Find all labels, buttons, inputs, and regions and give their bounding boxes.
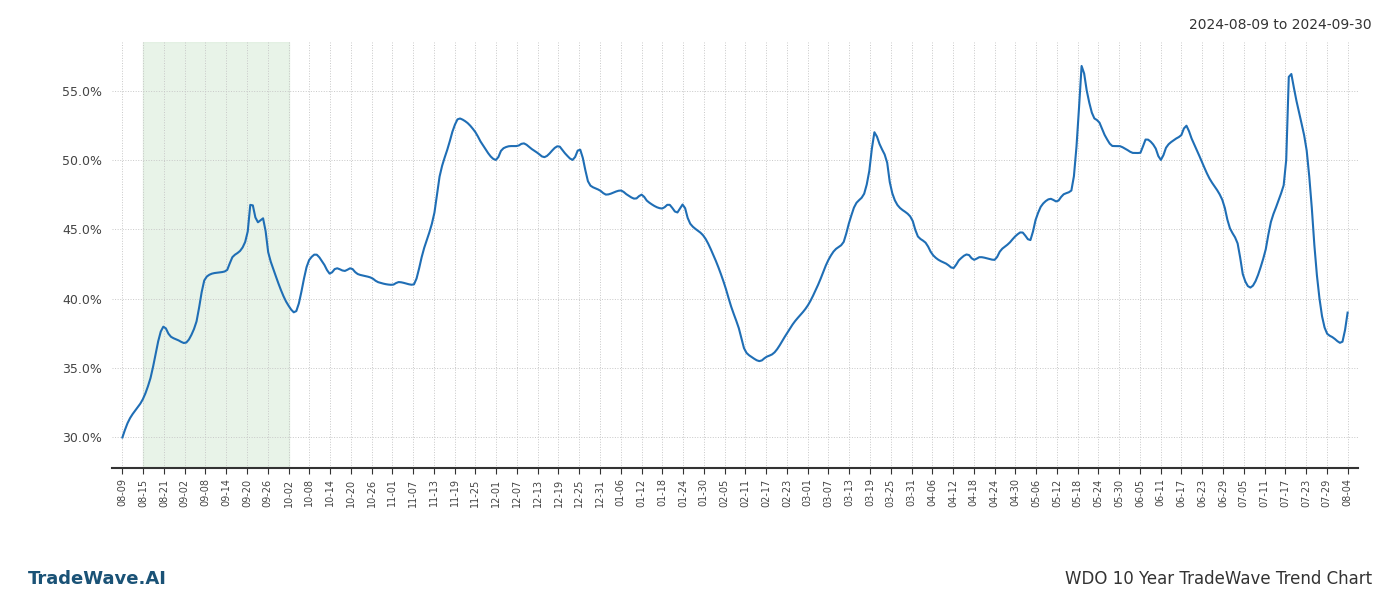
Text: TradeWave.AI: TradeWave.AI [28,570,167,588]
Bar [143,42,288,468]
Text: WDO 10 Year TradeWave Trend Chart: WDO 10 Year TradeWave Trend Chart [1065,570,1372,588]
Text: 2024-08-09 to 2024-09-30: 2024-08-09 to 2024-09-30 [1190,18,1372,32]
